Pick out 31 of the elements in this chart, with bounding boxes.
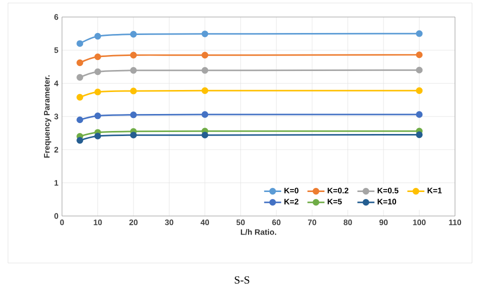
point [130,30,137,38]
point [416,87,423,94]
point [130,67,137,74]
point [76,59,84,66]
point [202,67,208,74]
point [76,137,84,144]
point [130,88,137,94]
point [202,132,208,138]
point [416,66,423,74]
point [94,53,102,60]
point [76,116,84,124]
point [94,112,102,120]
point [202,111,208,118]
text: S-S [234,276,250,284]
point [202,30,208,38]
point [416,111,423,118]
point [130,112,137,118]
point [202,52,208,58]
point [130,52,137,58]
point [76,94,84,101]
point [94,68,102,76]
point [202,87,208,94]
point [416,30,423,37]
point [94,32,102,40]
point [76,74,84,81]
point [416,51,423,58]
point [94,132,102,140]
point [76,40,84,47]
point [130,132,137,138]
point [94,88,102,96]
point [416,131,423,138]
